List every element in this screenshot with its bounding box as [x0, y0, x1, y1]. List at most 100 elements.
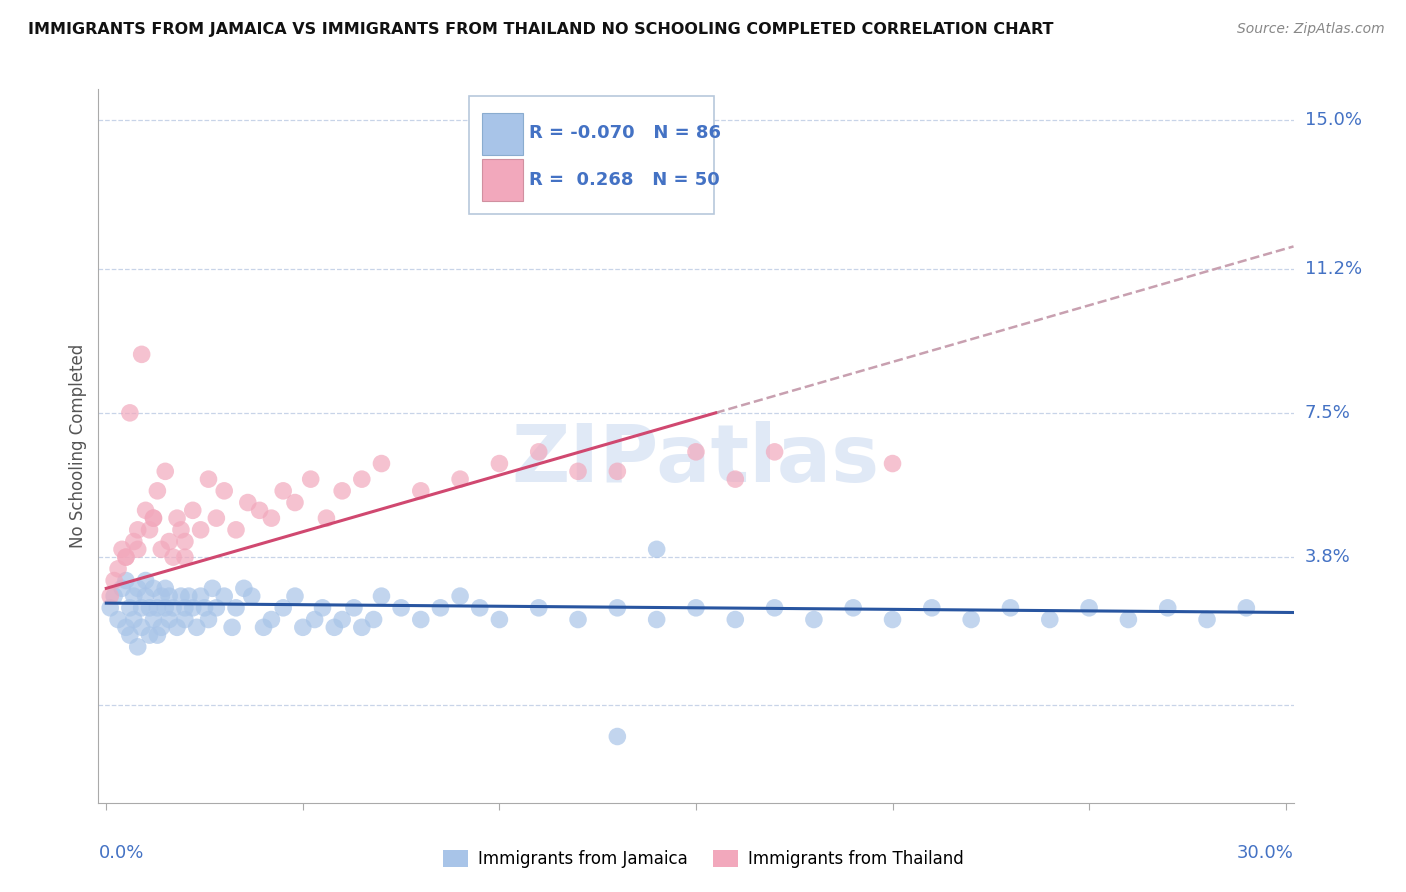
Point: [138, 600, 160, 615]
Point: [921, 600, 943, 615]
Point: [370, 589, 392, 603]
Point: [606, 730, 628, 744]
Point: [174, 600, 197, 615]
Point: [567, 613, 589, 627]
Point: [1118, 613, 1140, 627]
Point: [193, 600, 215, 615]
Point: [252, 620, 274, 634]
Point: [299, 472, 322, 486]
Point: [118, 628, 141, 642]
Point: [127, 582, 149, 596]
Point: [370, 457, 392, 471]
Point: [527, 445, 550, 459]
Point: [389, 600, 412, 615]
Point: [127, 542, 149, 557]
Point: [429, 600, 451, 615]
Point: [146, 600, 169, 615]
Point: [166, 511, 188, 525]
Point: [960, 613, 983, 627]
Text: IMMIGRANTS FROM JAMAICA VS IMMIGRANTS FROM THAILAND NO SCHOOLING COMPLETED CORRE: IMMIGRANTS FROM JAMAICA VS IMMIGRANTS FR…: [28, 22, 1053, 37]
Point: [118, 600, 141, 615]
Point: [205, 511, 228, 525]
Point: [606, 600, 628, 615]
Point: [240, 589, 263, 603]
Point: [162, 600, 184, 615]
Point: [142, 511, 165, 525]
Point: [271, 600, 294, 615]
Point: [127, 523, 149, 537]
Point: [724, 613, 747, 627]
Point: [190, 523, 212, 537]
Point: [315, 511, 337, 525]
Point: [201, 582, 224, 596]
Point: [449, 472, 471, 486]
Point: [606, 464, 628, 478]
Point: [488, 457, 510, 471]
Point: [249, 503, 271, 517]
Point: [197, 613, 219, 627]
Point: [118, 406, 141, 420]
Point: [284, 495, 307, 509]
Point: [142, 582, 165, 596]
Point: [146, 483, 169, 498]
Point: [155, 582, 177, 596]
Point: [685, 445, 707, 459]
Point: [1000, 600, 1022, 615]
Text: 30.0%: 30.0%: [1237, 845, 1294, 863]
Point: [103, 574, 125, 588]
FancyBboxPatch shape: [470, 96, 714, 214]
Point: [260, 511, 283, 525]
Point: [157, 534, 180, 549]
Text: Source: ZipAtlas.com: Source: ZipAtlas.com: [1237, 22, 1385, 37]
Point: [232, 582, 254, 596]
Point: [107, 562, 129, 576]
Text: R = -0.070   N = 86: R = -0.070 N = 86: [529, 125, 721, 143]
Point: [115, 550, 138, 565]
Point: [330, 613, 353, 627]
Point: [763, 600, 786, 615]
Point: [449, 589, 471, 603]
Point: [103, 589, 125, 603]
Point: [468, 600, 491, 615]
Point: [107, 613, 129, 627]
Point: [882, 613, 904, 627]
Point: [115, 550, 138, 565]
Point: [150, 542, 173, 557]
Point: [142, 613, 165, 627]
Point: [409, 483, 432, 498]
Text: 0.0%: 0.0%: [98, 845, 143, 863]
Point: [170, 523, 193, 537]
Point: [181, 600, 204, 615]
Point: [197, 472, 219, 486]
Point: [284, 589, 307, 603]
Text: 3.8%: 3.8%: [1305, 549, 1350, 566]
Point: [177, 589, 200, 603]
Point: [488, 613, 510, 627]
Point: [142, 511, 165, 525]
Point: [350, 620, 373, 634]
Point: [842, 600, 865, 615]
Point: [122, 613, 145, 627]
Point: [138, 628, 160, 642]
Legend: Immigrants from Jamaica, Immigrants from Thailand: Immigrants from Jamaica, Immigrants from…: [436, 843, 970, 875]
Point: [150, 620, 173, 634]
Point: [1157, 600, 1180, 615]
Point: [157, 613, 180, 627]
Point: [409, 613, 432, 627]
Point: [111, 542, 134, 557]
Point: [221, 620, 243, 634]
Point: [645, 613, 668, 627]
Point: [567, 464, 589, 478]
Text: 11.2%: 11.2%: [1305, 260, 1362, 277]
Point: [157, 589, 180, 603]
Point: [205, 600, 228, 615]
Point: [166, 620, 188, 634]
Point: [330, 483, 353, 498]
Point: [236, 495, 259, 509]
FancyBboxPatch shape: [482, 159, 523, 202]
Point: [174, 534, 197, 549]
Point: [135, 503, 157, 517]
Point: [111, 582, 134, 596]
FancyBboxPatch shape: [482, 112, 523, 155]
Point: [115, 620, 138, 634]
